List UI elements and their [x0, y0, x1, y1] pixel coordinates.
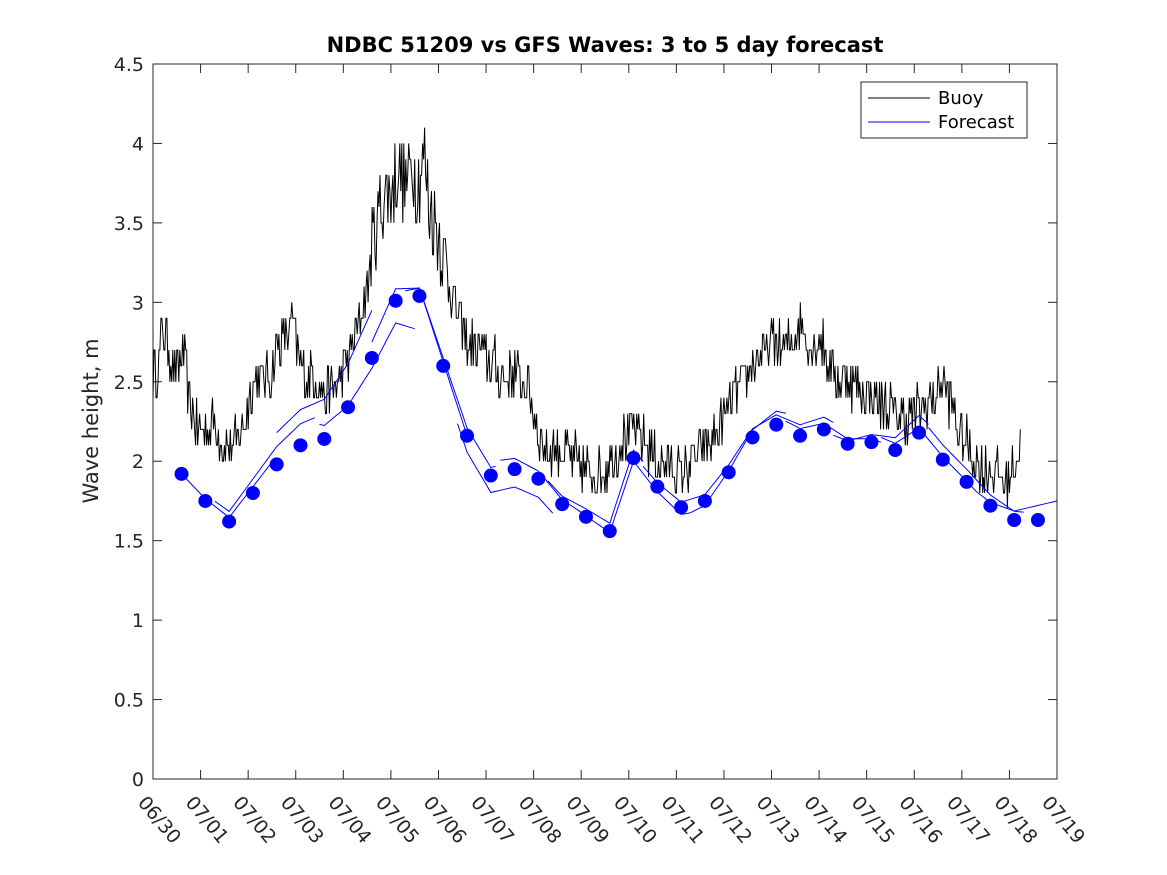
- forecast-point: [983, 498, 998, 513]
- forecast-point: [555, 497, 570, 512]
- forecast-point: [674, 500, 689, 515]
- x-tick-label: 07/03: [276, 792, 328, 848]
- x-tick-label: 07/06: [419, 792, 471, 848]
- x-tick-label: 07/13: [752, 792, 804, 848]
- legend-forecast-label: Forecast: [938, 112, 1014, 133]
- forecast-point: [650, 479, 665, 494]
- y-tick-label: 2: [132, 451, 144, 473]
- x-tick-label: 07/14: [799, 792, 851, 848]
- x-tick-label: 07/05: [371, 792, 423, 848]
- y-tick-label: 3: [132, 292, 144, 314]
- forecast-point: [626, 451, 641, 466]
- forecast-point: [745, 430, 760, 445]
- forecast-point: [483, 468, 498, 483]
- forecast-point: [602, 524, 617, 539]
- legend: Buoy Forecast: [860, 81, 1028, 139]
- forecast-run-line: [785, 420, 882, 443]
- y-axis: 0 0.5 1 1.5 2 2.5 3 3.5 4 4.5: [114, 54, 1057, 791]
- forecast-point: [531, 471, 546, 486]
- forecast-point: [1007, 513, 1022, 528]
- forecast-point: [507, 462, 522, 477]
- x-tick-label: 07/04: [323, 792, 375, 848]
- x-tick-label: 07/17: [942, 792, 994, 848]
- x-tick-label: 07/08: [514, 792, 566, 848]
- y-tick-label: 1: [132, 610, 144, 632]
- x-tick-label: 07/10: [609, 792, 661, 848]
- y-tick-label: 0: [132, 769, 144, 791]
- forecast-run-line: [276, 310, 373, 433]
- x-tick-label: 07/02: [228, 792, 280, 848]
- forecast-point: [293, 438, 308, 453]
- buoy-series-line: [153, 127, 1021, 509]
- y-tick-label: 3.5: [114, 213, 144, 235]
- forecast-point: [888, 443, 903, 458]
- forecast-series-dots: [174, 288, 1045, 539]
- x-tick-label: 07/16: [894, 792, 946, 848]
- forecast-point: [769, 417, 784, 432]
- x-tick-label: 07/01: [181, 792, 233, 848]
- forecast-point: [198, 493, 213, 508]
- y-tick-label: 4: [132, 133, 144, 155]
- chart-title: NDBC 51209 vs GFS Waves: 3 to 5 day fore…: [327, 33, 884, 57]
- forecast-run-line: [214, 417, 315, 513]
- forecast-point: [222, 514, 237, 529]
- forecast-run-line: [880, 427, 977, 492]
- forecast-point: [935, 452, 950, 467]
- forecast-point: [864, 435, 879, 450]
- forecast-point: [269, 457, 284, 472]
- legend-buoy-label: Buoy: [938, 88, 984, 109]
- forecast-point: [436, 358, 451, 373]
- y-tick-label: 2.5: [114, 372, 144, 394]
- forecast-point: [793, 428, 808, 443]
- x-tick-label: 07/15: [847, 792, 899, 848]
- x-tick-label: 07/18: [990, 792, 1042, 848]
- forecast-point: [174, 466, 189, 481]
- y-axis-label: Wave height, m: [79, 338, 103, 503]
- forecast-point: [388, 293, 403, 308]
- forecast-point: [364, 350, 379, 365]
- forecast-point: [959, 474, 974, 489]
- forecast-point: [245, 486, 260, 500]
- forecast-point: [697, 493, 712, 508]
- y-tick-label: 1.5: [114, 531, 144, 553]
- forecast-run-line: [457, 423, 554, 514]
- forecast-point: [912, 425, 927, 440]
- x-tick-label: 06/30: [133, 792, 185, 848]
- forecast-point: [341, 400, 356, 415]
- forecast-point: [816, 422, 831, 437]
- forecast-point: [1030, 513, 1045, 528]
- forecast-point: [840, 436, 855, 451]
- y-tick-label: 0.5: [114, 690, 144, 712]
- legend-box: [860, 81, 1028, 139]
- forecast-run-line: [319, 322, 415, 427]
- forecast-point: [578, 509, 593, 524]
- x-tick-label: 07/19: [1037, 792, 1089, 848]
- forecast-point: [317, 431, 332, 446]
- forecast-run-line: [547, 449, 644, 524]
- x-tick-label: 07/07: [466, 792, 518, 848]
- forecast-run-line: [737, 414, 834, 451]
- x-tick-label: 07/09: [561, 792, 613, 848]
- forecast-run-line: [500, 457, 596, 524]
- forecast-point: [721, 465, 736, 480]
- forecast-point: [412, 288, 427, 303]
- forecast-run-line: [928, 427, 1024, 513]
- x-tick-label: 07/12: [704, 792, 756, 848]
- y-tick-label: 4.5: [114, 54, 144, 76]
- forecast-point: [460, 428, 475, 443]
- x-tick-label: 07/11: [657, 792, 709, 848]
